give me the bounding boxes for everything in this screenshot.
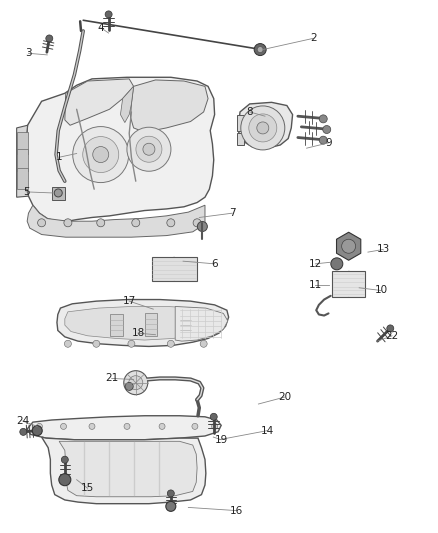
Circle shape <box>124 370 148 395</box>
Circle shape <box>64 219 72 227</box>
Text: 14: 14 <box>261 426 274 435</box>
Circle shape <box>46 35 53 42</box>
Circle shape <box>319 136 327 144</box>
Text: 6: 6 <box>211 259 218 269</box>
Polygon shape <box>336 232 361 260</box>
Circle shape <box>257 122 269 134</box>
Text: 8: 8 <box>246 107 253 117</box>
Circle shape <box>36 423 42 430</box>
Polygon shape <box>175 306 228 341</box>
Text: 22: 22 <box>385 331 399 341</box>
Polygon shape <box>65 79 134 125</box>
Circle shape <box>167 340 174 348</box>
Text: 4: 4 <box>97 23 104 33</box>
Bar <box>110 314 123 336</box>
Circle shape <box>241 106 285 150</box>
Circle shape <box>61 456 68 463</box>
Circle shape <box>257 46 263 53</box>
Circle shape <box>38 219 46 227</box>
Polygon shape <box>120 86 134 123</box>
Polygon shape <box>239 102 293 148</box>
Circle shape <box>254 44 266 55</box>
Text: 24: 24 <box>16 416 29 426</box>
Circle shape <box>193 219 201 227</box>
Circle shape <box>132 219 140 227</box>
Circle shape <box>125 382 133 391</box>
Circle shape <box>89 423 95 430</box>
Text: 19: 19 <box>215 435 228 445</box>
Text: 12: 12 <box>309 259 322 269</box>
Bar <box>17 132 28 154</box>
Circle shape <box>319 115 327 123</box>
Text: 20: 20 <box>278 392 291 402</box>
Circle shape <box>105 11 112 18</box>
Circle shape <box>342 239 356 253</box>
Circle shape <box>166 502 176 511</box>
Circle shape <box>167 219 175 227</box>
Bar <box>237 115 244 131</box>
Circle shape <box>192 423 198 430</box>
Circle shape <box>32 426 42 435</box>
Circle shape <box>97 219 105 227</box>
Bar <box>145 313 157 336</box>
Circle shape <box>387 325 394 332</box>
Text: 17: 17 <box>123 296 136 306</box>
Circle shape <box>124 423 130 430</box>
Circle shape <box>210 413 217 421</box>
Polygon shape <box>25 77 215 221</box>
Text: 10: 10 <box>374 286 388 295</box>
Circle shape <box>93 340 100 348</box>
Text: 13: 13 <box>377 245 390 254</box>
Circle shape <box>249 114 277 142</box>
Circle shape <box>159 423 165 430</box>
Bar <box>180 314 191 335</box>
Polygon shape <box>42 437 206 504</box>
Circle shape <box>323 125 331 134</box>
Circle shape <box>129 376 143 390</box>
Bar <box>332 271 365 297</box>
Polygon shape <box>59 441 197 497</box>
Circle shape <box>83 136 119 173</box>
Polygon shape <box>27 205 205 237</box>
Circle shape <box>73 126 129 183</box>
Bar <box>152 257 197 281</box>
Polygon shape <box>65 306 217 340</box>
Text: 3: 3 <box>25 49 32 58</box>
Circle shape <box>20 429 27 435</box>
Circle shape <box>143 143 155 155</box>
Text: 11: 11 <box>309 280 322 290</box>
Bar <box>17 149 28 171</box>
Text: 2: 2 <box>310 34 317 43</box>
Circle shape <box>136 136 162 162</box>
Polygon shape <box>57 300 229 346</box>
Circle shape <box>93 147 109 163</box>
Circle shape <box>54 189 62 197</box>
Text: 1: 1 <box>56 152 63 162</box>
Circle shape <box>198 222 207 231</box>
Polygon shape <box>17 125 28 197</box>
Circle shape <box>60 423 67 430</box>
Circle shape <box>212 423 218 430</box>
Circle shape <box>331 258 343 270</box>
Text: 5: 5 <box>23 187 30 197</box>
Text: 15: 15 <box>81 483 94 493</box>
Polygon shape <box>131 80 208 132</box>
Circle shape <box>200 340 207 348</box>
Text: 21: 21 <box>105 374 118 383</box>
Circle shape <box>127 127 171 171</box>
Text: 7: 7 <box>229 208 236 218</box>
Polygon shape <box>27 416 221 440</box>
Bar <box>17 168 28 189</box>
Text: 9: 9 <box>325 138 332 148</box>
Circle shape <box>167 490 174 497</box>
Circle shape <box>64 340 71 348</box>
Circle shape <box>128 340 135 348</box>
Circle shape <box>59 474 71 486</box>
Text: 18: 18 <box>131 328 145 338</box>
Bar <box>237 133 244 145</box>
Text: 16: 16 <box>230 506 243 515</box>
Bar <box>52 187 65 200</box>
